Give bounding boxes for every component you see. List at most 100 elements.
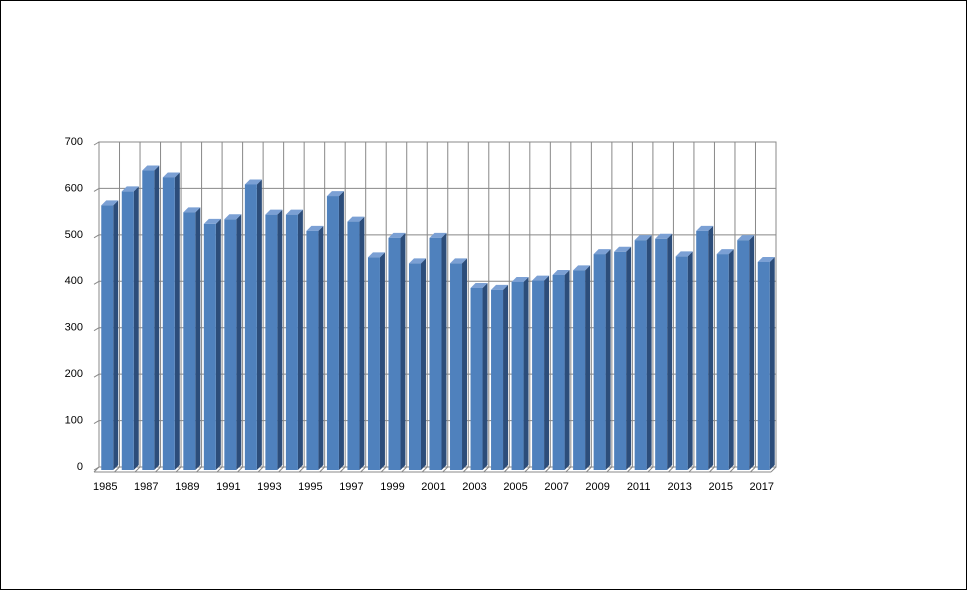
bar-top (326, 191, 344, 197)
bar-side (585, 265, 591, 470)
bar-side (215, 218, 221, 470)
bar-side (441, 232, 447, 470)
bar (655, 238, 668, 470)
bar-top (101, 200, 119, 206)
floor-edge (729, 466, 736, 473)
bar-top (716, 249, 734, 255)
bar-side (174, 172, 180, 470)
x-tick-label: 2007 (544, 481, 568, 493)
bar (491, 289, 504, 470)
bar-side (728, 249, 734, 470)
x-tick-label: 1989 (175, 481, 199, 493)
bar-side (503, 284, 509, 470)
bar-side (359, 216, 365, 470)
x-tick-label: 1993 (257, 481, 281, 493)
bar (183, 212, 196, 471)
bar-top (142, 165, 160, 171)
x-tick-label: 2005 (503, 481, 527, 493)
floor-edge (606, 466, 613, 473)
y-tick-mark (93, 280, 100, 285)
bar (614, 251, 627, 470)
bar-top (470, 283, 488, 288)
bar (101, 205, 114, 470)
y-tick-mark (93, 187, 100, 192)
bar-side (523, 276, 529, 470)
bar-top (183, 207, 201, 213)
x-tick-label: 2009 (585, 481, 609, 493)
floor-edge (237, 466, 243, 473)
y-tick-label: 300 (65, 322, 83, 334)
bar-top (244, 179, 262, 185)
bar (573, 270, 586, 470)
floor-edge (647, 466, 654, 473)
bar-side (667, 233, 673, 470)
bar-side (482, 283, 488, 470)
bar (203, 223, 216, 470)
floor-edge (668, 466, 674, 473)
y-tick-mark (93, 327, 100, 332)
bar-side (462, 258, 468, 470)
bar-top (696, 225, 714, 231)
bar (634, 240, 647, 470)
floor-edge (339, 466, 346, 473)
floor-edge (524, 466, 531, 473)
x-tick-label: 2001 (421, 481, 445, 493)
x-tick-label: 2017 (750, 481, 774, 493)
bar (388, 237, 401, 470)
bar-top (306, 225, 324, 231)
bar-top (593, 249, 611, 255)
bar-top (162, 172, 180, 178)
bar-top (655, 233, 673, 239)
bar-top (737, 235, 755, 241)
bar-side (318, 225, 324, 470)
y-tick-mark (93, 234, 100, 239)
x-tick-label: 1987 (134, 481, 158, 493)
floor-edge (380, 466, 387, 473)
x-tick-label: 2015 (708, 481, 732, 493)
bar (716, 254, 729, 470)
y-tick-mark (93, 420, 100, 425)
bar-top (511, 276, 529, 282)
floor-edge (462, 466, 469, 473)
bar-top (634, 235, 652, 241)
x-tick-label: 2003 (462, 481, 486, 493)
bar-top (491, 284, 509, 290)
x-tick-label: 2011 (627, 481, 651, 493)
floor-edge (421, 466, 428, 473)
x-tick-label: 1999 (380, 481, 404, 493)
floor-edge (114, 466, 120, 473)
x-tick-label: 1985 (93, 481, 117, 493)
bar (224, 219, 237, 470)
floor-edge (544, 466, 551, 473)
bar (470, 288, 483, 470)
bar-top (121, 186, 139, 192)
floor-edge (196, 466, 202, 473)
floor-edge (770, 466, 777, 473)
floor-edge (216, 466, 223, 473)
bar (593, 254, 606, 470)
bar-side (605, 249, 611, 470)
bar (696, 230, 709, 470)
floor-edge (401, 466, 408, 473)
x-tick-label: 2013 (667, 481, 691, 493)
floor-edge (278, 466, 284, 473)
bar-top (552, 270, 570, 275)
bar-side (236, 214, 242, 470)
bar-side (133, 186, 139, 470)
bar (408, 263, 421, 470)
bar (265, 214, 278, 470)
floor-edge (298, 466, 305, 473)
y-tick-label: 700 (65, 136, 83, 148)
bar-side (338, 191, 344, 471)
y-tick-label: 500 (65, 229, 83, 241)
floor-edge (257, 466, 264, 473)
y-tick-mark (93, 141, 100, 146)
floor-edge (565, 466, 572, 473)
bar (285, 214, 298, 470)
bar (552, 275, 565, 470)
bar-top (388, 232, 406, 238)
floor-edge (627, 466, 633, 473)
y-tick-label: 100 (65, 414, 83, 426)
bar-top (614, 246, 632, 252)
